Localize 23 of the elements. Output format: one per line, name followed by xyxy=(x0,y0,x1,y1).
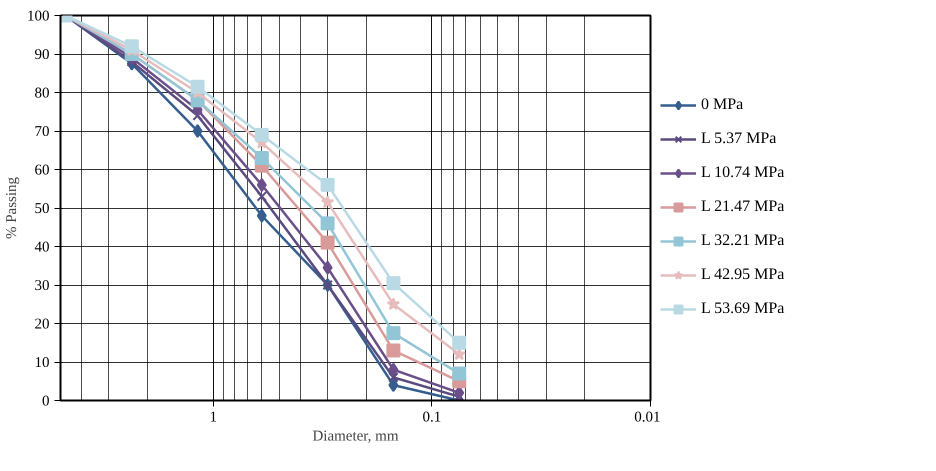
legend-label: L 42.95 MPa xyxy=(701,266,784,284)
y-axis-title: % Passing xyxy=(4,176,20,240)
legend-label: L 21.47 MPa xyxy=(701,198,784,216)
legend-label: L 10.74 MPa xyxy=(701,164,784,182)
legend-label: 0 MPa xyxy=(701,96,744,114)
y-tick-label: 0 xyxy=(42,394,50,410)
y-tick-label: 100 xyxy=(27,8,50,24)
y-tick-label: 30 xyxy=(34,278,50,294)
y-tick-label: 60 xyxy=(34,162,50,178)
y-tick-label: 20 xyxy=(34,316,50,332)
x-tick-label: 1 xyxy=(210,410,218,426)
legend-label: L 32.21 MPa xyxy=(701,232,784,250)
y-tick-label: 80 xyxy=(34,86,50,102)
x-axis-title: Diameter, mm xyxy=(312,428,399,444)
y-tick-label: 10 xyxy=(34,355,50,371)
y-tick-label: 50 xyxy=(34,201,50,217)
y-tick-label: 40 xyxy=(34,240,50,256)
legend-label: L 53.69 MPa xyxy=(701,300,784,318)
y-tick-label: 90 xyxy=(34,47,50,63)
legend-label: L 5.37 MPa xyxy=(701,130,776,148)
x-tick-label: 0.01 xyxy=(634,410,660,426)
x-tick-label: 0.1 xyxy=(422,410,442,426)
y-tick-label: 70 xyxy=(34,124,50,140)
